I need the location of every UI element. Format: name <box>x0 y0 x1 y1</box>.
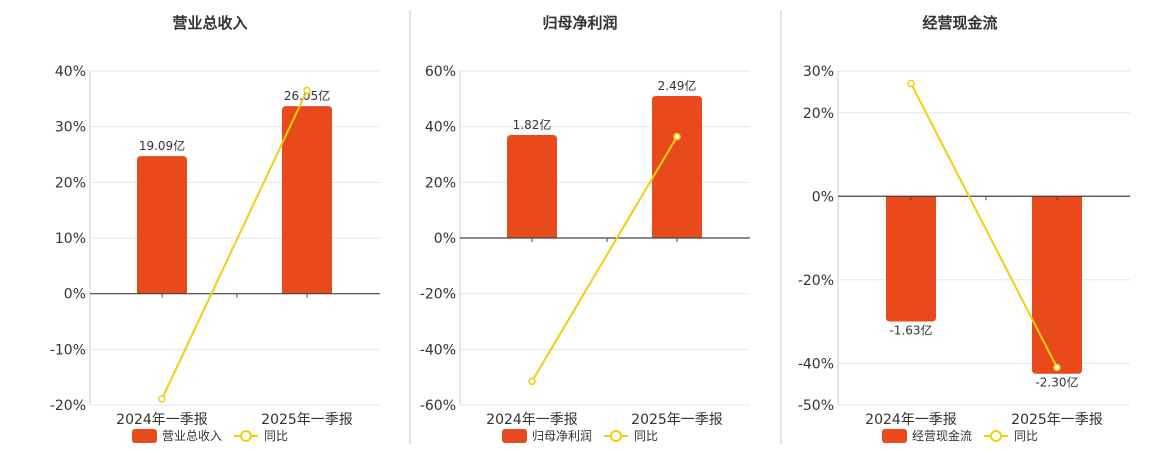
chart-title: 经营现金流 <box>922 14 997 32</box>
yoy-line <box>910 83 1058 368</box>
legend-label: 营业总收入 <box>162 429 222 443</box>
bar <box>137 156 187 294</box>
chart-panel-1: 营业总收入 40% 30% 20% 10% 0% -10% -20% 19.09亿 2024年一季… <box>50 14 380 443</box>
bar <box>1032 196 1082 374</box>
legend-label: 同比 <box>1014 429 1038 443</box>
bar-data-label: -2.30亿 <box>1035 375 1078 390</box>
legend-line-marker <box>240 430 252 442</box>
yoy-point <box>673 132 681 141</box>
bar <box>507 135 557 238</box>
y-tick-label: -40% <box>420 342 456 358</box>
chart-title: 归母净利润 <box>542 14 617 32</box>
yoy-point <box>528 377 536 386</box>
y-tick-label: 20% <box>425 175 456 191</box>
y-tick-label: -20% <box>420 287 456 303</box>
y-tick-label: -60% <box>420 398 456 414</box>
legend-label: 经营现金流 <box>912 428 972 443</box>
legend-line-marker <box>990 430 1002 442</box>
y-tick-label: 40% <box>425 120 456 136</box>
bar-data-label: 2.49亿 <box>658 78 697 93</box>
y-tick-label: -40% <box>798 356 834 372</box>
chart-panel-2: 归母净利润 60% 40% 20% 0% -20% -40% -60% 1.82亿 2024年一季… <box>420 14 750 443</box>
y-tick-label: 20% <box>803 106 834 122</box>
y-tick-label: 20% <box>55 175 86 191</box>
legend-bar-swatch <box>882 429 907 443</box>
x-category-label: 2025年一季报 <box>1011 412 1103 428</box>
y-tick-label: 60% <box>425 64 456 80</box>
y-tick-label: 0% <box>812 189 834 205</box>
y-tick-label: 40% <box>55 64 86 80</box>
legend-line-marker <box>610 430 622 442</box>
legend-label: 归母净利润 <box>532 429 592 443</box>
bar <box>282 106 332 294</box>
chart-panel-3: 经营现金流 30% 20% 0% -20% -40% -50% -1.63亿 2024年一季报 -… <box>798 14 1130 443</box>
y-tick-label: 30% <box>803 64 834 80</box>
bar-data-label: -1.63亿 <box>889 323 932 338</box>
x-category-label: 2024年一季报 <box>116 412 208 428</box>
bar-data-label: 26.05亿 <box>284 88 330 103</box>
y-tick-label: -20% <box>50 398 86 414</box>
y-tick-label: -10% <box>50 342 86 358</box>
chart-title: 营业总收入 <box>172 14 247 32</box>
x-category-label: 2025年一季报 <box>261 412 353 428</box>
y-tick-label: 10% <box>55 231 86 247</box>
legend-bar-swatch <box>502 429 527 443</box>
legend-label: 同比 <box>634 429 658 443</box>
yoy-point <box>907 79 915 88</box>
y-tick-label: 0% <box>434 231 456 247</box>
x-category-label: 2025年一季报 <box>631 412 723 428</box>
y-tick-label: -50% <box>798 398 834 414</box>
x-category-label: 2024年一季报 <box>486 412 578 428</box>
legend-label: 同比 <box>264 429 288 443</box>
bar-data-label: 19.09亿 <box>139 138 185 153</box>
y-tick-label: 0% <box>64 287 86 303</box>
bar-data-label: 1.82亿 <box>513 117 552 132</box>
bar <box>652 96 702 238</box>
bar <box>886 196 936 322</box>
yoy-line <box>531 136 678 382</box>
x-category-label: 2024年一季报 <box>865 412 957 428</box>
yoy-point <box>1053 363 1061 372</box>
yoy-point <box>303 86 311 95</box>
yoy-line <box>161 90 308 400</box>
yoy-point <box>158 395 166 403</box>
y-tick-label: -20% <box>798 273 834 289</box>
y-tick-label: 30% <box>55 120 86 136</box>
legend-bar-swatch <box>132 429 157 443</box>
